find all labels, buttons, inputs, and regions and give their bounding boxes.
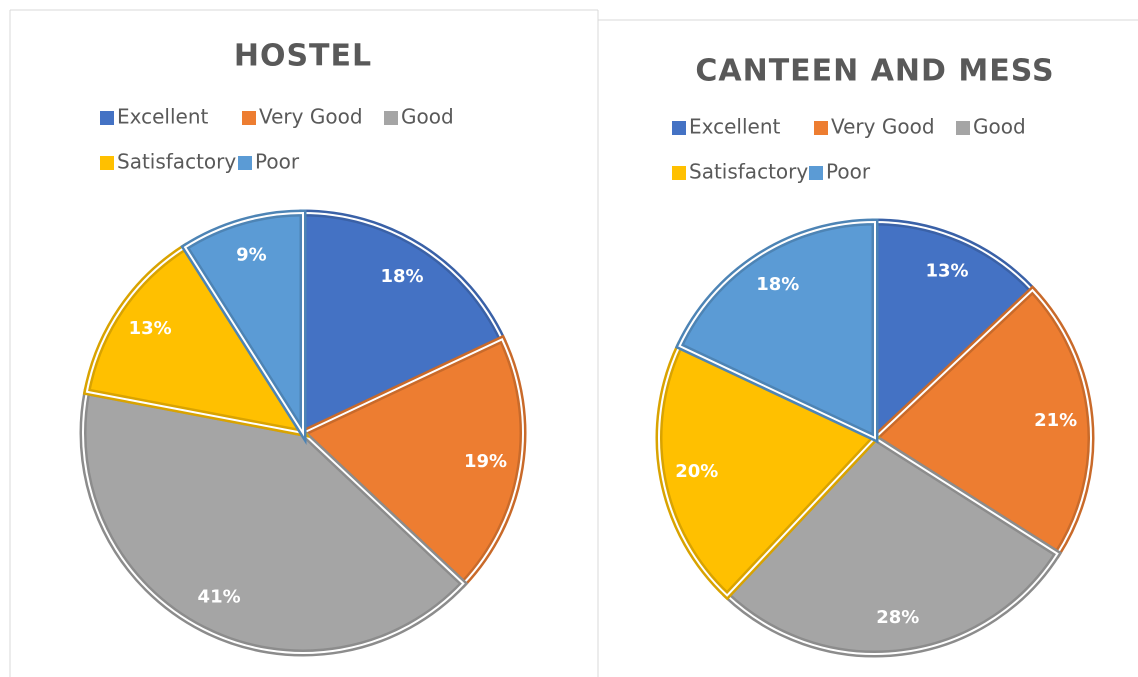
slice-gap [725, 436, 1059, 655]
slice-gap [82, 390, 465, 654]
legend-swatch [672, 166, 686, 180]
legend-label: Poor [826, 160, 871, 184]
data-label: 18% [756, 274, 799, 295]
legend-swatch [242, 111, 256, 125]
legend-swatch [672, 121, 686, 135]
slice-gap [874, 220, 1034, 441]
legend-swatch [384, 111, 398, 125]
slice-gap [658, 344, 877, 597]
data-label: 28% [876, 607, 919, 628]
slice-gap [302, 211, 504, 435]
data-label: 13% [926, 260, 969, 281]
legend-label: Very Good [831, 115, 935, 139]
chart-title: HOSTEL [234, 39, 372, 74]
data-label: 41% [198, 587, 241, 608]
slice-gap [183, 211, 304, 437]
legend-label: Good [401, 105, 454, 129]
legend-swatch [809, 166, 823, 180]
data-label: 13% [129, 318, 172, 339]
slice-gap [873, 288, 1092, 556]
legend-swatch [100, 156, 114, 170]
legend-label: Good [973, 115, 1026, 139]
legend-label: Excellent [689, 115, 781, 139]
legend-swatch [238, 156, 252, 170]
legend-label: Poor [255, 150, 300, 174]
data-label: 19% [464, 451, 507, 472]
legend-swatch [956, 121, 970, 135]
legend-swatch [100, 111, 114, 125]
legend-label: Very Good [259, 105, 363, 129]
legend-label: Satisfactory [689, 160, 808, 184]
chart-title: CANTEEN AND MESS [695, 54, 1054, 89]
slice-gap [85, 245, 306, 435]
data-label: 18% [380, 266, 423, 287]
data-label: 20% [675, 461, 718, 482]
slice-gap [678, 220, 876, 440]
legend-label: Satisfactory [117, 150, 236, 174]
legend-swatch [814, 121, 828, 135]
data-label: 9% [236, 245, 267, 266]
legend-label: Excellent [117, 105, 209, 129]
slice-gap [301, 337, 524, 586]
data-label: 21% [1034, 410, 1077, 431]
